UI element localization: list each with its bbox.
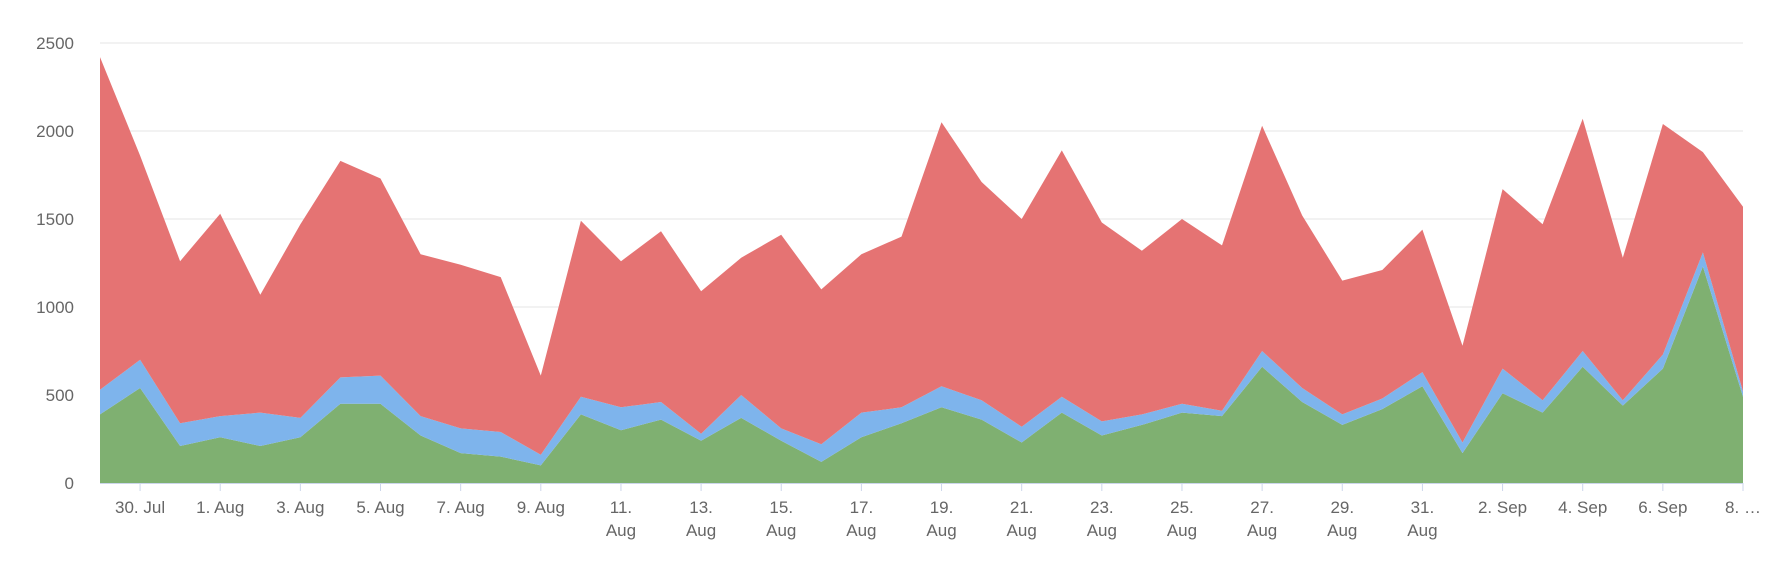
x-tick-label-line: Aug (846, 521, 876, 540)
x-tick-label-line: 29. (1330, 498, 1354, 517)
x-tick-label-line: 17. (850, 498, 874, 517)
x-tick-label-line: 19. (930, 498, 954, 517)
x-tick-label: 15. Aug (766, 498, 796, 540)
x-tick-label: 1. Aug (196, 498, 244, 517)
x-tick-label: 6. Sep (1638, 498, 1687, 517)
y-tick-label: 500 (46, 386, 74, 405)
x-tick-label-line: Aug (686, 521, 716, 540)
x-tick-label: 8. … (1725, 498, 1761, 517)
x-tick-label: 5. Aug (356, 498, 404, 517)
x-tick-label: 2. Sep (1478, 498, 1527, 517)
y-tick-label: 0 (65, 474, 74, 493)
x-tick-label-line: Aug (1247, 521, 1277, 540)
x-tick-label-line: Aug (1007, 521, 1037, 540)
x-tick-label: 11. Aug (606, 498, 636, 540)
x-tick-label: 7. Aug (437, 498, 485, 517)
x-tick-label-line: 4. Sep (1558, 498, 1607, 517)
x-axis (100, 483, 1744, 491)
x-tick-label-line: 5. Aug (356, 498, 404, 517)
series-area-3 (100, 57, 1743, 455)
x-tick-label-line: Aug (1407, 521, 1437, 540)
x-tick-label-line: 31. (1411, 498, 1435, 517)
y-tick-label: 1000 (36, 298, 74, 317)
x-tick-label-line: Aug (1167, 521, 1197, 540)
x-tick-label: 4. Sep (1558, 498, 1607, 517)
x-tick-label-line: 7. Aug (437, 498, 485, 517)
x-axis-labels: 30. Jul 1. Aug 3. Aug 5. Aug 7. Aug 9. Aug 11.… (115, 498, 1761, 540)
x-tick-label: 27. Aug (1247, 498, 1277, 540)
x-tick-label: 30. Jul (115, 498, 165, 517)
x-tick-label-line: 3. Aug (276, 498, 324, 517)
y-tick-label: 2500 (36, 34, 74, 53)
x-tick-label-line: 1. Aug (196, 498, 244, 517)
x-tick-label: 17. Aug (846, 498, 876, 540)
series-areas (100, 57, 1743, 483)
y-tick-label: 1500 (36, 210, 74, 229)
x-tick-label-line: 13. (689, 498, 713, 517)
x-tick-label: 19. Aug (926, 498, 956, 540)
y-tick-label: 2000 (36, 122, 74, 141)
x-tick-label: 25. Aug (1167, 498, 1197, 540)
x-tick-label-line: 30. Jul (115, 498, 165, 517)
x-tick-label: 13. Aug (686, 498, 716, 540)
x-tick-label-line: 21. (1010, 498, 1034, 517)
series-area-2 (100, 252, 1743, 466)
x-tick-label-line: 9. Aug (517, 498, 565, 517)
x-tick-label-line: 2. Sep (1478, 498, 1527, 517)
y-axis-labels: 0 500 1000 1500 2000 2500 (36, 34, 74, 493)
x-tick-label-line: 8. … (1725, 498, 1761, 517)
x-tick-label: 3. Aug (276, 498, 324, 517)
x-tick-label-line: Aug (606, 521, 636, 540)
x-tick-label-line: 11. (610, 498, 632, 517)
x-tick-label: 23. Aug (1087, 498, 1117, 540)
series-area-1 (100, 266, 1743, 483)
x-tick-label-line: Aug (766, 521, 796, 540)
x-tick-label-line: 25. (1170, 498, 1194, 517)
x-tick-label-line: 27. (1250, 498, 1274, 517)
x-tick-label: 21. Aug (1007, 498, 1037, 540)
x-tick-label: 29. Aug (1327, 498, 1357, 540)
x-tick-label-line: Aug (1327, 521, 1357, 540)
x-tick-label: 9. Aug (517, 498, 565, 517)
x-tick-label-line: 15. (769, 498, 793, 517)
x-tick-label-line: 23. (1090, 498, 1114, 517)
x-tick-label-line: 6. Sep (1638, 498, 1687, 517)
x-tick-label-line: Aug (1087, 521, 1117, 540)
x-tick-label: 31. Aug (1407, 498, 1437, 540)
x-tick-label-line: Aug (926, 521, 956, 540)
